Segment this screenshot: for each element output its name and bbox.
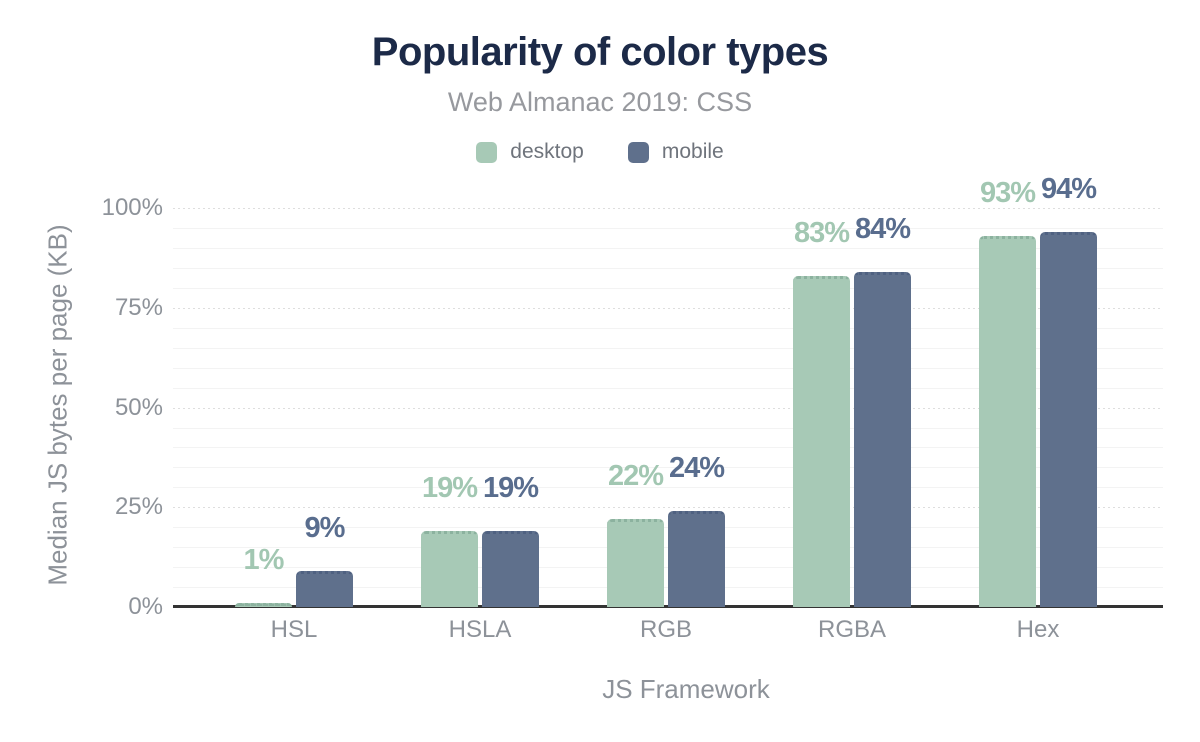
value-label-mobile-RGBA: 84% [854,212,911,245]
bar-desktop-RGBA[interactable] [793,275,850,607]
x-tick-label: RGB [639,616,692,643]
gridline-minor [173,487,1163,489]
bar-mobile-HSLA[interactable] [482,531,539,607]
gridline-major [173,507,1163,509]
gridline-minor [173,327,1163,329]
bar-mobile-RGB[interactable] [668,511,725,607]
gridline-major [173,407,1163,409]
gridline-minor [173,287,1163,289]
y-tick-label: 100% [101,194,163,221]
value-label-desktop-Hex: 93% [979,176,1036,209]
gridline-major [173,307,1163,309]
bar-desktop-HSL[interactable] [235,603,292,607]
legend-label-desktop: desktop [510,140,584,163]
x-tick-label: Hex [1016,616,1060,643]
gridline-major [173,208,1163,209]
value-label-desktop-HSL: 1% [243,544,285,576]
legend-swatch-desktop-icon [476,141,498,163]
gridline-minor [173,387,1163,389]
gridline-minor [173,247,1163,249]
x-tick-label: RGBA [817,616,886,643]
bar-desktop-Hex[interactable] [979,235,1036,607]
x-tick-label: HSLA [448,616,512,643]
value-label-desktop-RGBA: 83% [793,216,850,249]
y-tick-label: 75% [114,293,163,321]
bar-mobile-RGBA[interactable] [854,271,911,607]
bar-mobile-HSL[interactable] [296,571,353,607]
value-label-desktop-HSLA: 19% [421,472,478,505]
x-tick-label: HSL [270,616,318,643]
gridline-minor [173,367,1163,369]
value-label-desktop-RGB: 22% [607,460,664,493]
legend-label-mobile: mobile [661,140,724,163]
gridline-minor [173,228,1163,229]
bar-desktop-HSLA[interactable] [421,531,478,607]
gridline-minor [173,267,1163,269]
value-label-mobile-HSL: 9% [304,512,346,545]
y-tick-label: 0% [128,593,163,620]
legend-item-mobile: mobile [627,139,724,165]
y-tick-label: 25% [114,493,163,521]
bar-mobile-Hex[interactable] [1040,231,1097,607]
legend: desktop mobile [0,139,1200,165]
gridline-minor [173,447,1163,449]
chart-title: Popularity of color types [371,30,829,74]
value-label-mobile-Hex: 94% [1040,172,1097,205]
gridline-minor [173,347,1163,349]
legend-item-desktop: desktop [476,139,584,165]
plot-area: 1% 19% 22% 83% 93% 9% 19% 24% 84% 94% [173,174,1163,608]
chart-subtitle: Web Almanac 2019: CSS [447,87,753,117]
value-label-mobile-HSLA: 19% [482,472,539,505]
gridline-minor [173,427,1163,429]
gridline-minor [173,467,1163,469]
value-label-mobile-RGB: 24% [668,452,725,485]
legend-swatch-mobile-icon [627,141,649,163]
x-axis-title: JS Framework [602,674,770,704]
y-tick-label: 50% [114,393,163,421]
bar-desktop-RGB[interactable] [607,519,664,607]
